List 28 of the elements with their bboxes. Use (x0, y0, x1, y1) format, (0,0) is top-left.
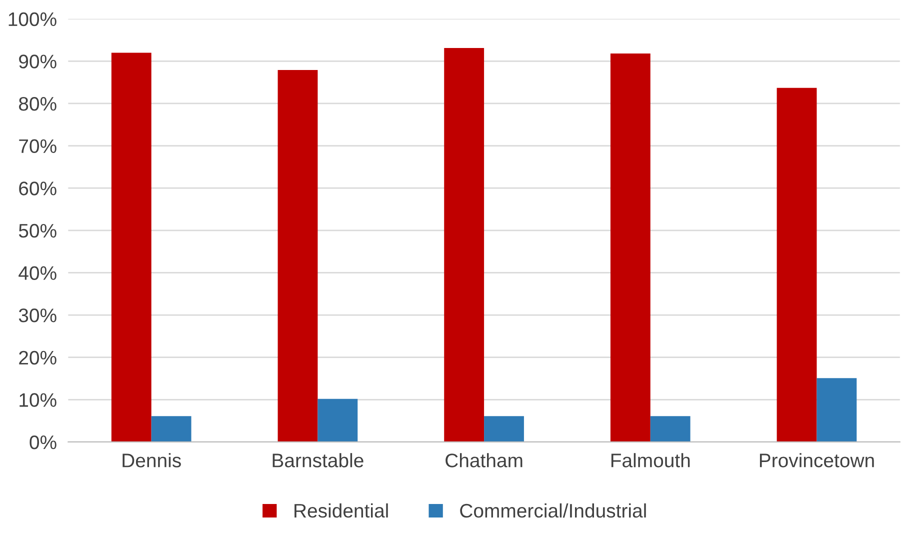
bar (444, 48, 484, 442)
legend-label: Residential (294, 503, 388, 518)
y-tick-label: 90% (19, 54, 56, 68)
bar (484, 416, 524, 442)
bar (111, 52, 152, 442)
bar (278, 70, 318, 442)
bar (816, 378, 857, 442)
x-tick-label: Falmouth (611, 453, 690, 468)
y-tick-label: 50% (18, 224, 56, 238)
y-tick-label: 60% (19, 182, 56, 196)
bar (776, 88, 817, 442)
y-tick-label: 40% (18, 266, 56, 280)
y-tick-label: 100% (8, 12, 56, 26)
y-tick-label: 70% (19, 139, 56, 154)
bar (650, 416, 690, 442)
y-tick-label: 80% (18, 96, 56, 111)
x-tick-label: Barnstable (272, 453, 364, 468)
y-tick-label: 10% (20, 393, 56, 407)
y-tick-label: 0% (30, 435, 56, 450)
x-tick-label: Chatham (446, 453, 522, 468)
legend-label: Commercial/Industrial (460, 503, 646, 518)
x-tick-label: Provincetown (760, 453, 874, 468)
bar (318, 398, 358, 442)
y-tick-label: 20% (19, 350, 56, 365)
bar (610, 54, 650, 442)
x-tick-label: Dennis (122, 453, 181, 468)
bar (151, 416, 192, 442)
y-tick-label: 30% (18, 308, 56, 322)
